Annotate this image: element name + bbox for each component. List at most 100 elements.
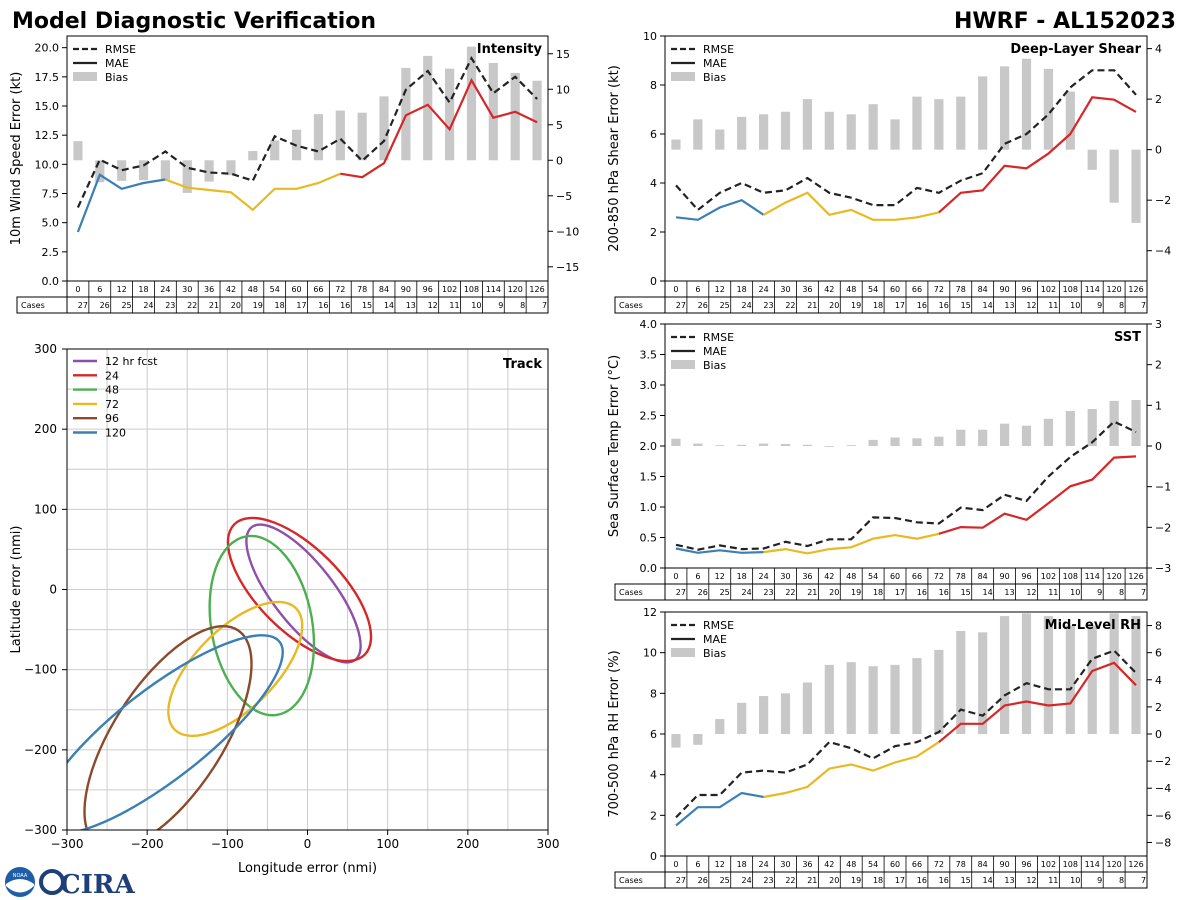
forecast-hour: 24 <box>160 285 170 294</box>
case-count: 26 <box>698 301 708 310</box>
forecast-hour: 0 <box>673 860 678 869</box>
y2-tick-label: −6 <box>1155 809 1171 822</box>
case-count: 12 <box>1026 588 1036 597</box>
forecast-hour: 24 <box>758 572 768 581</box>
y-tick-label: −100 <box>24 663 57 677</box>
bias-bar <box>488 62 498 161</box>
case-count: 16 <box>939 588 949 597</box>
bias-bar <box>466 46 477 161</box>
case-count: 9 <box>498 301 503 310</box>
y-tick-label: 2 <box>650 226 657 239</box>
legend-mae-label: MAE <box>105 57 129 70</box>
case-count: 16 <box>917 876 927 885</box>
bias-bar <box>1043 418 1054 446</box>
forecast-hour: 54 <box>868 860 878 869</box>
y-tick-label: 300 <box>34 342 57 356</box>
bias-bar <box>270 140 280 161</box>
forecast-hour: 108 <box>1063 572 1078 581</box>
mae-line-segment <box>165 172 341 212</box>
case-count: 22 <box>785 301 795 310</box>
bias-bar <box>999 616 1010 734</box>
legend-mae-label: MAE <box>703 345 727 358</box>
case-count: 23 <box>763 876 773 885</box>
y-tick-label: 3.5 <box>640 349 658 362</box>
forecast-hour: 6 <box>695 285 700 294</box>
y-tick-label: 20.0 <box>35 42 60 55</box>
case-count: 12 <box>1026 301 1036 310</box>
panel-title: Track <box>503 357 542 372</box>
bias-bar <box>934 436 944 446</box>
y2-tick-label: −4 <box>1155 782 1171 795</box>
bias-bar <box>824 664 834 734</box>
legend-rmse-label: RMSE <box>703 43 734 56</box>
forecast-hour: 48 <box>846 285 856 294</box>
case-count: 20 <box>829 588 839 597</box>
mae-line-segment <box>938 661 1137 743</box>
forecast-hour: 0 <box>673 572 678 581</box>
case-count: 24 <box>741 588 751 597</box>
case-count: 21 <box>807 301 817 310</box>
cases-row <box>614 583 1148 601</box>
cira-logo: CIRA <box>39 869 135 900</box>
y2-tick-label: 3 <box>1155 318 1162 331</box>
sst-panel: 0.00.51.01.52.02.53.03.54.0−3−2−10123Sea… <box>607 318 1171 601</box>
bias-bar <box>715 129 725 150</box>
y2-tick-label: 0 <box>1155 144 1162 157</box>
case-count: 19 <box>253 301 263 310</box>
bias-bar <box>423 55 433 161</box>
y-tick-label: 4 <box>650 769 657 782</box>
y-axis-label: Sea Surface Temp Error (°C) <box>607 355 622 537</box>
bias-bar <box>890 437 900 446</box>
case-count: 8 <box>520 301 525 310</box>
forecast-hour: 36 <box>204 285 214 294</box>
forecast-hour: 102 <box>1041 285 1056 294</box>
forecast-hour: 114 <box>1085 285 1100 294</box>
forecast-hour: 84 <box>379 285 389 294</box>
bias-bar <box>160 160 170 180</box>
case-count: 17 <box>895 588 905 597</box>
forecast-hour: 6 <box>695 572 700 581</box>
x-tick-label: −300 <box>51 837 84 851</box>
bias-bar <box>956 96 966 150</box>
case-count: 19 <box>851 588 861 597</box>
legend-label-48h: 48 <box>105 384 119 397</box>
case-count: 8 <box>1119 876 1124 885</box>
bias-bar <box>846 445 856 446</box>
y2-tick-label: 0 <box>556 154 563 167</box>
bias-bar <box>671 438 681 446</box>
error-ellipse-24h <box>226 516 373 663</box>
noaa-seal-text: NOAA <box>13 873 28 879</box>
cases-label: Cases <box>21 301 45 310</box>
y2-tick-label: 15 <box>556 48 570 61</box>
case-count: 16 <box>917 588 927 597</box>
legend-label-24h: 24 <box>105 369 119 382</box>
bias-bar <box>978 429 988 446</box>
forecast-hour: 66 <box>912 572 922 581</box>
y2-tick-label: 8 <box>1155 620 1162 633</box>
forecast-hour: 126 <box>529 285 544 294</box>
forecast-hour: 90 <box>999 860 1009 869</box>
case-count: 10 <box>1070 588 1080 597</box>
case-count: 18 <box>873 588 883 597</box>
model-storm-id: HWRF - AL152023 <box>954 9 1176 34</box>
case-count: 19 <box>851 876 861 885</box>
bias-bar <box>737 116 747 150</box>
y-tick-label: 2.0 <box>640 440 658 453</box>
forecast-hour: 36 <box>802 285 812 294</box>
bias-bar <box>715 445 725 446</box>
bias-bar <box>1065 91 1075 150</box>
y2-tick-label: 2 <box>1155 701 1162 714</box>
y-axis-label: 700-500 hPa RH Error (%) <box>607 650 622 817</box>
y-tick-label: 0 <box>650 275 657 288</box>
panel-title: Intensity <box>477 42 543 57</box>
x-tick-label: 100 <box>376 837 399 851</box>
rmse-line <box>675 420 1137 551</box>
bias-bar <box>890 119 900 150</box>
y-tick-label: 1.5 <box>640 471 658 484</box>
bias-bar <box>802 682 813 734</box>
case-count: 25 <box>720 588 730 597</box>
case-count: 23 <box>165 301 175 310</box>
bias-bar <box>956 429 966 446</box>
